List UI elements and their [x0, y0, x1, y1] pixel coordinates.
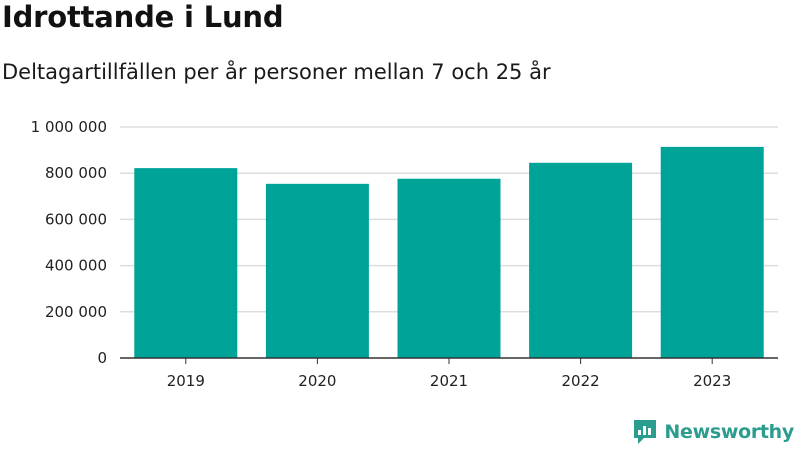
y-tick-label: 800 000 [45, 164, 107, 182]
bar [397, 178, 501, 358]
chart-subtitle: Deltagartillfällen per år personer mella… [2, 60, 551, 84]
x-tick-label: 2022 [562, 372, 600, 390]
axes [120, 357, 778, 364]
newsworthy-logo: Newsworthy [632, 418, 794, 446]
y-tick-label: 200 000 [45, 303, 107, 321]
bar [265, 183, 369, 358]
brand-name: Newsworthy [664, 421, 794, 443]
bar [134, 168, 238, 358]
bars [134, 146, 764, 358]
x-tick-label: 2021 [430, 372, 468, 390]
tick-labels: 0 200 000 400 000 600 000 800 000 1 000 000 20… [31, 118, 732, 390]
y-tick-label: 400 000 [45, 257, 107, 275]
x-tick-label: 2023 [693, 372, 731, 390]
newsworthy-logo-icon [634, 420, 657, 444]
y-tick-label: 1 000 000 [31, 118, 107, 136]
bar [660, 146, 764, 358]
bar [529, 162, 633, 358]
x-tick-label: 2019 [167, 372, 205, 390]
y-tick-label: 0 [97, 349, 107, 367]
y-tick-label: 600 000 [45, 210, 107, 228]
chart-title: Idrottande i Lund [2, 0, 284, 34]
x-tick-label: 2020 [298, 372, 336, 390]
